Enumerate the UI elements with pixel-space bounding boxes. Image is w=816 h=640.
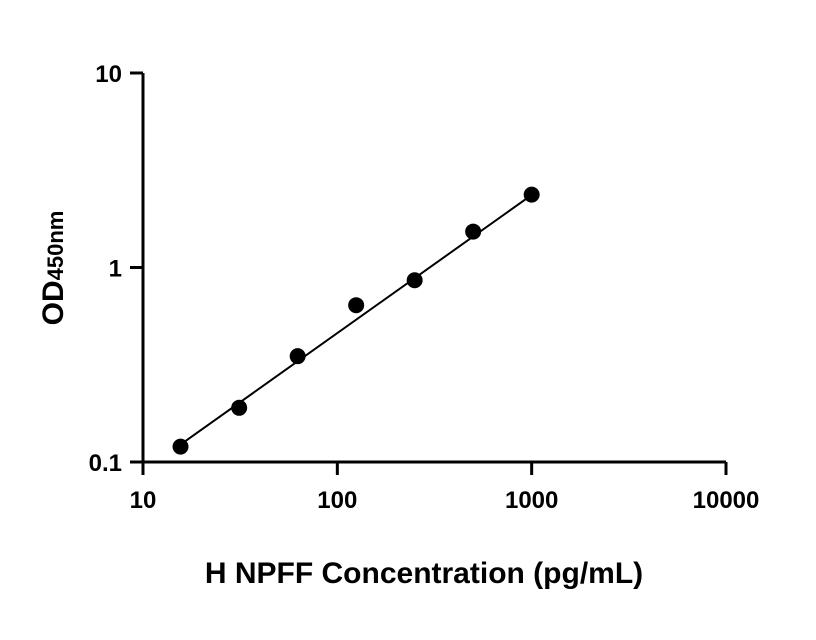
y-tick-label: 0.1 bbox=[89, 450, 122, 477]
x-ticks: 10 100 1000 10000 bbox=[130, 462, 760, 514]
y-ticks: 0.1 1 10 bbox=[89, 61, 143, 477]
data-point bbox=[231, 399, 248, 416]
y-axis-title-subscript: 450nm bbox=[43, 211, 68, 281]
y-axis-title: OD450nm bbox=[37, 211, 70, 326]
y-axis-title-main: OD bbox=[37, 280, 70, 325]
data-point bbox=[523, 186, 540, 203]
x-tick-label: 10000 bbox=[693, 487, 760, 514]
data-point bbox=[406, 272, 423, 289]
data-points bbox=[172, 186, 540, 455]
y-tick-label: 10 bbox=[95, 61, 122, 88]
x-tick-label: 10 bbox=[130, 487, 157, 514]
data-point bbox=[465, 223, 482, 240]
x-tick-label: 100 bbox=[317, 487, 357, 514]
data-point bbox=[289, 348, 306, 365]
data-point bbox=[172, 438, 189, 455]
data-point bbox=[348, 297, 365, 314]
x-tick-label: 1000 bbox=[505, 487, 558, 514]
x-axis-title: H NPFF Concentration (pg/mL) bbox=[205, 557, 643, 590]
y-tick-label: 1 bbox=[109, 256, 122, 283]
